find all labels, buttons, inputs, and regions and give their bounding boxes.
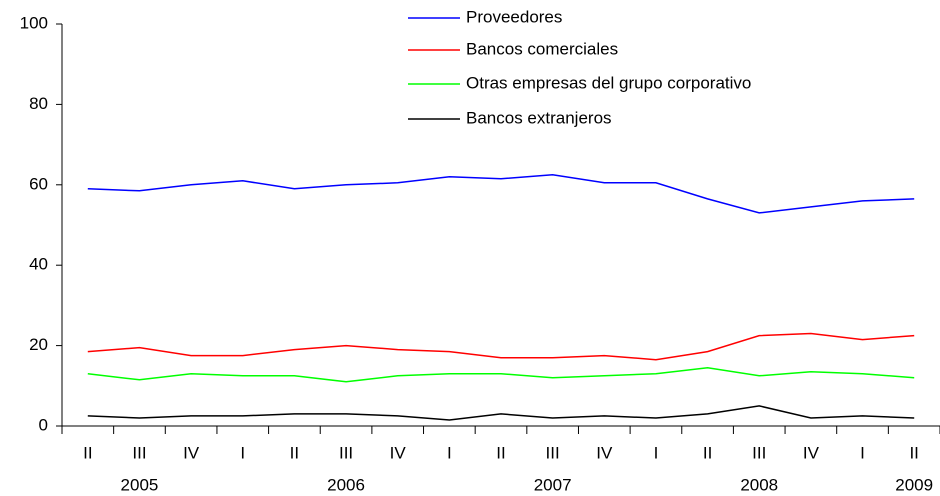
- legend-label: Bancos extranjeros: [466, 108, 612, 127]
- x-tick-label: IV: [596, 443, 613, 462]
- x-tick-label: III: [339, 443, 353, 462]
- y-tick-label: 0: [39, 415, 48, 434]
- year-label: 2009: [895, 475, 933, 494]
- year-label: 2005: [121, 475, 159, 494]
- legend-label: Bancos comerciales: [466, 39, 618, 58]
- series-line: [87, 366, 915, 383]
- x-tick-label: I: [654, 443, 659, 462]
- y-tick-label: 20: [29, 335, 48, 354]
- x-tick-label: III: [546, 443, 560, 462]
- legend-label: Proveedores: [466, 7, 562, 26]
- x-tick-label: II: [909, 443, 918, 462]
- x-tick-label: III: [752, 443, 766, 462]
- x-tick-label: II: [83, 443, 92, 462]
- y-tick-label: 40: [29, 255, 48, 274]
- x-tick-label: IV: [803, 443, 820, 462]
- x-tick-label: I: [240, 443, 245, 462]
- x-tick-label: II: [703, 443, 712, 462]
- series-line: [87, 174, 915, 214]
- legend-label: Otras empresas del grupo corporativo: [466, 73, 751, 92]
- year-label: 2008: [740, 475, 778, 494]
- year-label: 2006: [327, 475, 365, 494]
- x-tick-label: IV: [390, 443, 407, 462]
- series-line: [87, 405, 915, 421]
- x-tick-label: IV: [183, 443, 200, 462]
- y-tick-label: 60: [29, 174, 48, 193]
- x-tick-label: III: [132, 443, 146, 462]
- y-tick-label: 100: [20, 13, 48, 32]
- year-label: 2007: [534, 475, 572, 494]
- x-tick-label: I: [860, 443, 865, 462]
- y-tick-label: 80: [29, 94, 48, 113]
- series-line: [87, 332, 915, 361]
- x-tick-label: II: [496, 443, 505, 462]
- x-tick-label: II: [290, 443, 299, 462]
- x-tick-label: I: [447, 443, 452, 462]
